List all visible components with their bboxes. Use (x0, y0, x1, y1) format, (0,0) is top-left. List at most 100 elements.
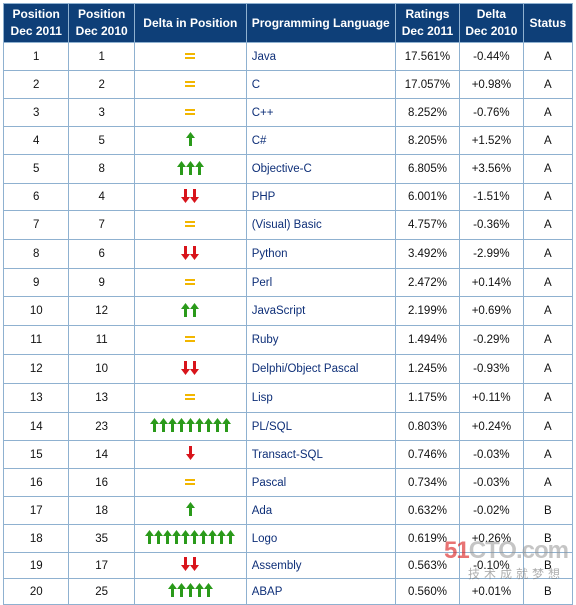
language-link[interactable]: Objective-C (251, 163, 312, 175)
table-row: 13 13 Lisp 1.175% +0.11% A (4, 384, 572, 412)
cell-position-2011: 14 (4, 413, 69, 440)
language-link[interactable]: C# (251, 134, 267, 147)
table-row: 2 2 C 17.057% +0.98% A (4, 71, 572, 98)
cell-language[interactable]: C# (246, 127, 395, 154)
position-change-indicator (185, 446, 195, 460)
cell-position-2010: 7 (69, 211, 134, 239)
table-row: 5 8 Objective-C 6.805% +3.56% A (4, 155, 572, 183)
cell-language[interactable]: Delphi/Object Pascal (246, 355, 395, 383)
language-link[interactable]: C (251, 78, 260, 91)
header-ratings[interactable]: Ratings Dec 2011 (395, 4, 460, 42)
language-link[interactable]: Delphi/Object Pascal (251, 363, 359, 375)
position-change-indicator (167, 583, 213, 597)
header-position-2010-line1: Position (78, 7, 126, 21)
header-status[interactable]: Status (523, 4, 572, 42)
language-link[interactable]: Ruby (251, 334, 279, 346)
cell-delta: -0.44% (460, 43, 523, 70)
header-delta-position[interactable]: Delta in Position (134, 4, 246, 42)
language-link[interactable]: Assembly (251, 559, 302, 572)
table-row: 16 16 Pascal 0.734% -0.03% A (4, 469, 572, 496)
arrow-up-icon (158, 418, 168, 432)
arrow-up-icon (185, 132, 195, 146)
cell-language[interactable]: C++ (246, 99, 395, 126)
cell-delta-position (134, 384, 246, 412)
cell-language[interactable]: Perl (246, 269, 395, 296)
arrow-up-icon (181, 530, 191, 544)
table-row: 19 17 Assembly 0.563% -0.10% B (4, 553, 572, 578)
cell-delta-position (134, 441, 246, 468)
cell-position-2011: 11 (4, 326, 69, 354)
cell-language[interactable]: Logo (246, 525, 395, 552)
header-position-2011[interactable]: Position Dec 2011 (4, 4, 69, 42)
table-row: 7 7 (Visual) Basic 4.757% -0.36% A (4, 211, 572, 239)
cell-status: A (523, 240, 572, 268)
position-change-indicator (185, 336, 196, 343)
cell-position-2010: 8 (69, 155, 134, 183)
cell-language[interactable]: Objective-C (246, 155, 395, 183)
cell-language[interactable]: Transact-SQL (246, 441, 395, 468)
table-row: 3 3 C++ 8.252% -0.76% A (4, 99, 572, 126)
cell-status: A (523, 441, 572, 468)
cell-language[interactable]: Java (246, 43, 395, 70)
language-link[interactable]: PHP (251, 191, 276, 203)
cell-language[interactable]: Lisp (246, 384, 395, 412)
language-link[interactable]: Python (251, 248, 288, 260)
cell-position-2011: 6 (4, 184, 69, 210)
header-delta[interactable]: Delta Dec 2010 (460, 4, 523, 42)
language-link[interactable]: Perl (251, 276, 273, 289)
cell-delta-position (134, 469, 246, 496)
language-link[interactable]: C++ (251, 106, 274, 119)
language-link[interactable]: Lisp (251, 392, 273, 404)
cell-language[interactable]: ABAP (246, 579, 395, 604)
cell-language[interactable]: Ruby (246, 326, 395, 354)
arrow-down-icon (181, 245, 191, 260)
cell-rating: 1.175% (395, 384, 460, 412)
cell-rating: 1.245% (395, 355, 460, 383)
cell-language[interactable]: Assembly (246, 553, 395, 578)
cell-language[interactable]: Pascal (246, 469, 395, 496)
arrow-down-icon (190, 557, 200, 571)
cell-language[interactable]: PL/SQL (246, 413, 395, 440)
cell-status: B (523, 553, 572, 578)
cell-status: A (523, 413, 572, 440)
cell-language[interactable]: PHP (246, 184, 395, 210)
language-link[interactable]: (Visual) Basic (251, 219, 322, 231)
equal-icon (185, 336, 196, 343)
position-change-indicator (176, 160, 204, 175)
cell-language[interactable]: JavaScript (246, 297, 395, 325)
language-link[interactable]: Ada (251, 504, 273, 517)
cell-language[interactable]: C (246, 71, 395, 98)
arrow-down-icon (181, 188, 191, 203)
cell-position-2011: 13 (4, 384, 69, 412)
cell-rating: 0.563% (395, 553, 460, 578)
language-link[interactable]: ABAP (251, 585, 283, 598)
arrow-up-icon (212, 418, 222, 432)
header-language[interactable]: Programming Language (246, 4, 395, 42)
cell-language[interactable]: Python (246, 240, 395, 268)
cell-delta: -0.10% (460, 553, 523, 578)
table-row: 1 1 Java 17.561% -0.44% A (4, 43, 572, 70)
language-link[interactable]: PL/SQL (251, 420, 292, 433)
position-change-indicator (181, 188, 200, 203)
cell-status: A (523, 71, 572, 98)
cell-position-2011: 16 (4, 469, 69, 496)
cell-position-2011: 18 (4, 525, 69, 552)
language-link[interactable]: Transact-SQL (251, 448, 323, 461)
position-change-indicator (181, 360, 200, 375)
cell-delta: +0.24% (460, 413, 523, 440)
header-position-2010[interactable]: Position Dec 2010 (69, 4, 134, 42)
arrow-up-icon (194, 583, 204, 597)
cell-delta: +0.26% (460, 525, 523, 552)
language-link[interactable]: Pascal (251, 476, 287, 489)
language-link[interactable]: Logo (251, 532, 278, 545)
cell-position-2010: 18 (69, 497, 134, 524)
cell-rating: 0.560% (395, 579, 460, 604)
arrow-down-icon (190, 360, 200, 375)
cell-position-2010: 12 (69, 297, 134, 325)
cell-position-2010: 5 (69, 127, 134, 154)
language-link[interactable]: Java (251, 50, 276, 63)
cell-status: A (523, 127, 572, 154)
cell-language[interactable]: Ada (246, 497, 395, 524)
cell-language[interactable]: (Visual) Basic (246, 211, 395, 239)
language-link[interactable]: JavaScript (251, 305, 306, 317)
